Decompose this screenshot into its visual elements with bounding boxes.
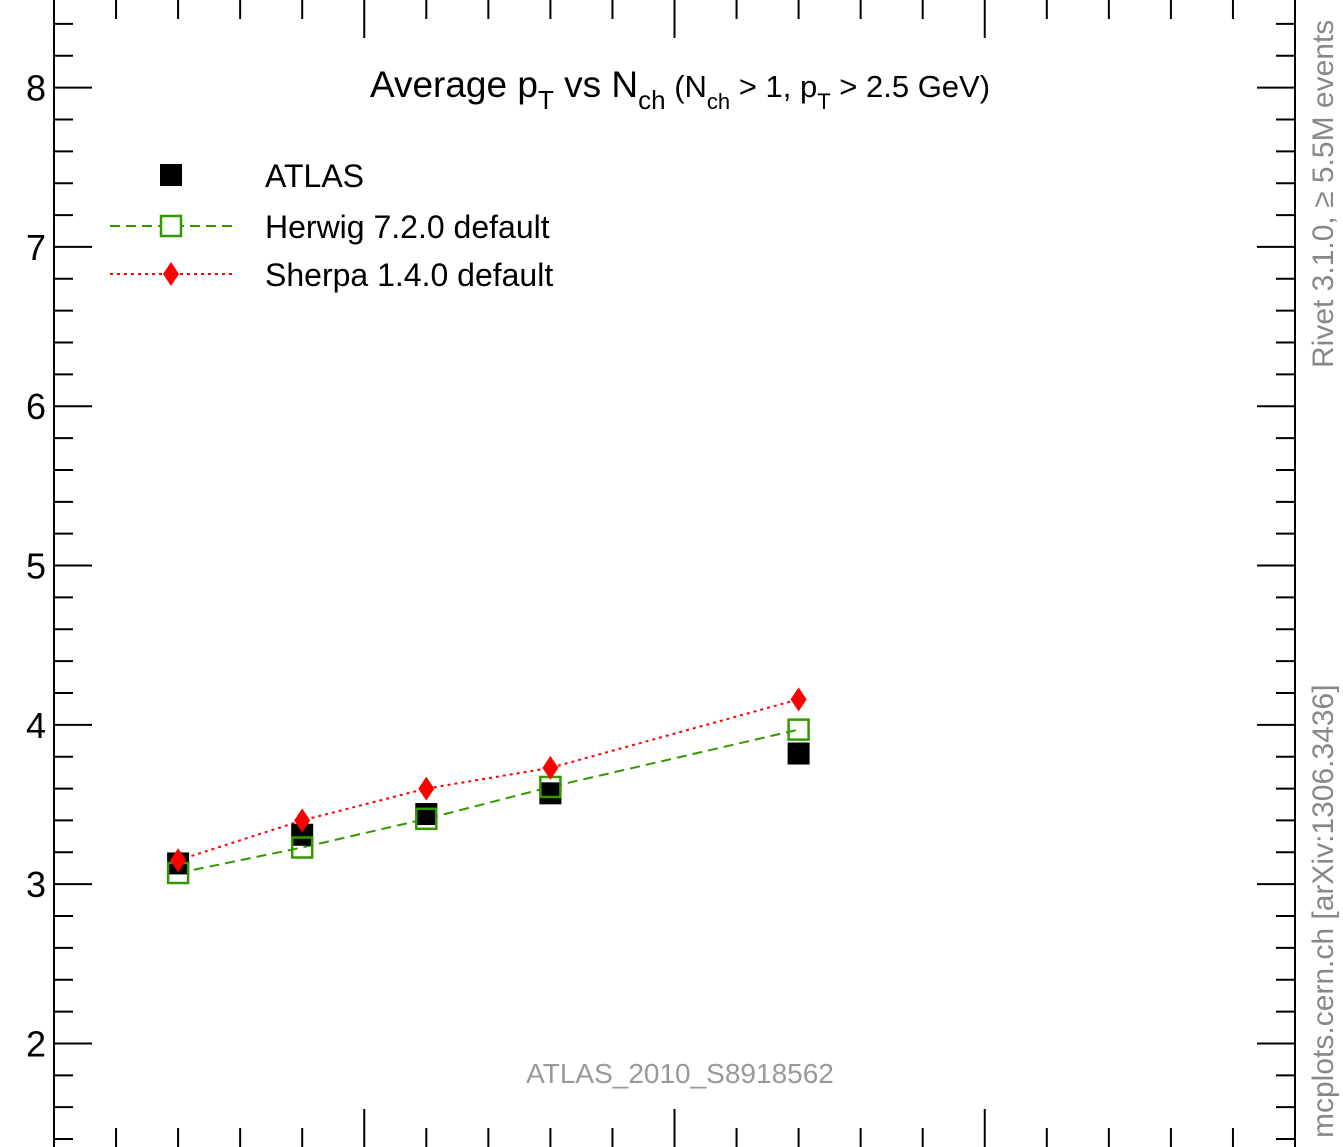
legend-atlas-label: ATLAS xyxy=(265,158,364,194)
legend-sherpa-1-4-0-default-label: Sherpa 1.4.0 default xyxy=(265,257,553,293)
mcplots-source-label: mcplots.cern.ch [arXiv:1306.3436] xyxy=(1307,684,1340,1138)
atlas-point xyxy=(415,803,438,826)
analysis-id-label: ATLAS_2010_S8918562 xyxy=(526,1058,834,1089)
sherpa-1-4-0-default-point xyxy=(542,755,559,780)
atlas-point xyxy=(539,782,562,805)
y-tick-label: 6 xyxy=(26,386,46,427)
legend-atlas-marker xyxy=(160,164,182,186)
legend: ATLAS Herwig 7.2.0 default Sherpa 1.4.0 de… xyxy=(110,158,553,293)
y-axis: 2 3 4 5 6 7 8 xyxy=(26,22,1295,1141)
series-lines xyxy=(177,698,799,874)
herwig-7-2-0-default-point xyxy=(290,836,314,859)
y-tick-label: 3 xyxy=(26,864,46,905)
series-markers xyxy=(166,687,810,885)
y-tick-label: 7 xyxy=(26,227,46,268)
plot-frame xyxy=(53,0,1296,1147)
sherpa-1-4-0-default-point xyxy=(170,848,187,873)
sherpa-1-4-0-default-point xyxy=(294,808,311,833)
rivet-version-label: Rivet 3.1.0, ≥ 5.5M events xyxy=(1307,20,1340,368)
x-axis xyxy=(115,0,1234,1147)
sherpa-1-4-0-default-line xyxy=(177,698,799,862)
atlas-point xyxy=(787,742,810,765)
y-tick-label: 8 xyxy=(26,68,46,109)
chart-title: Average pT vs Nch (Nch > 1, pT > 2.5 GeV… xyxy=(370,64,990,115)
legend-sherpa-1-4-0-default-marker xyxy=(163,262,179,286)
y-tick-label: 5 xyxy=(26,546,46,587)
herwig-7-2-0-default-point xyxy=(787,718,810,741)
legend-herwig-7-2-0-default-marker xyxy=(159,214,183,238)
sherpa-1-4-0-default-point xyxy=(418,776,435,801)
atlas-point xyxy=(291,823,314,846)
legend-herwig-7-2-0-default-label: Herwig 7.2.0 default xyxy=(265,209,550,245)
y-tick-label: 2 xyxy=(26,1023,46,1064)
herwig-7-2-0-default-point xyxy=(415,807,438,831)
y-tick-label: 4 xyxy=(26,705,46,746)
sherpa-1-4-0-default-point xyxy=(790,687,807,712)
herwig-7-2-0-default-line xyxy=(177,728,799,874)
